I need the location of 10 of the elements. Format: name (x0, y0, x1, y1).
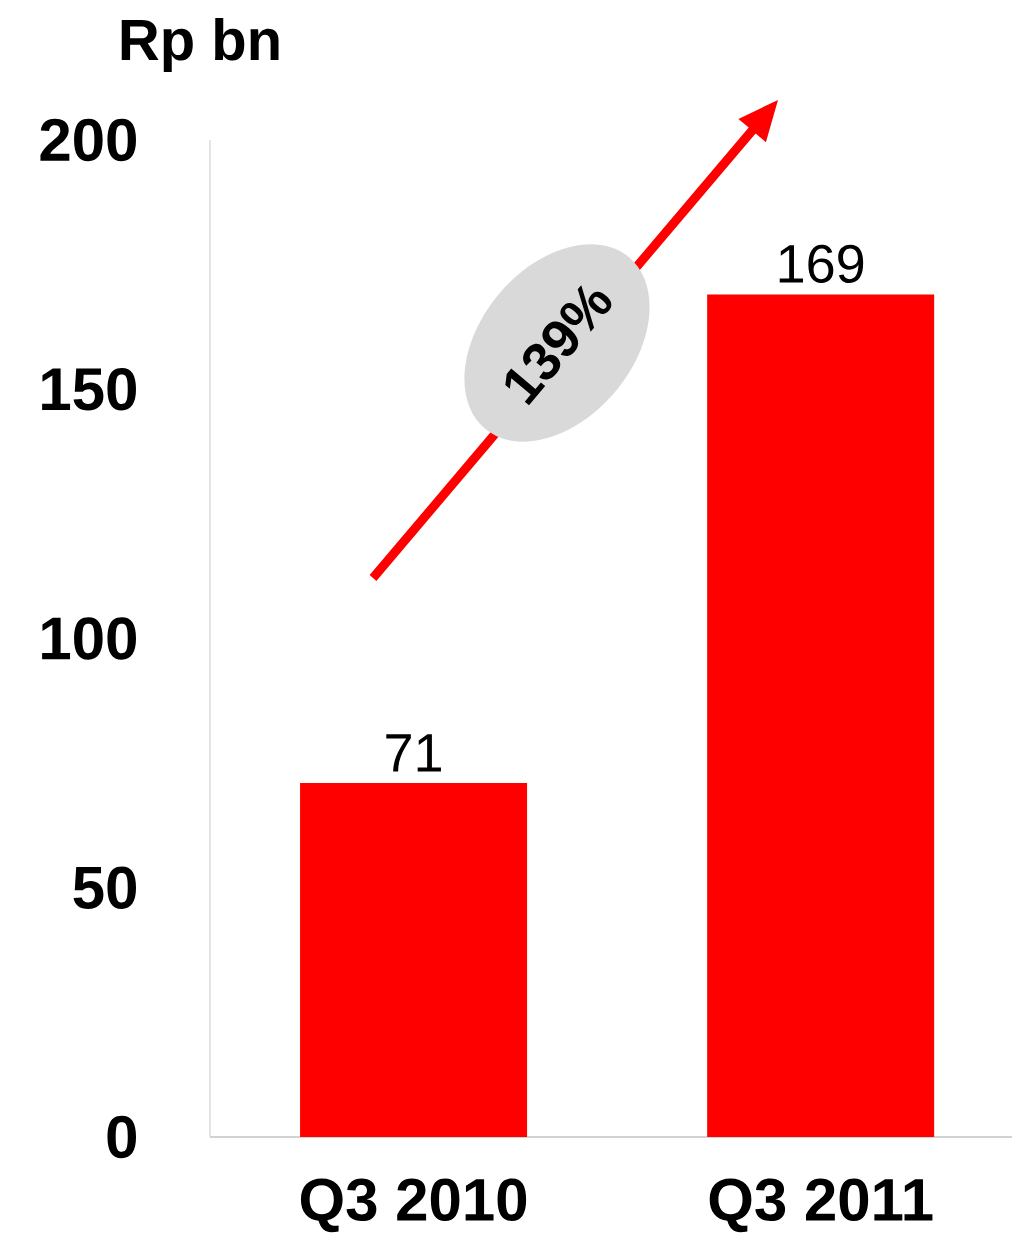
x-tick-label: Q3 2011 (709, 1178, 933, 1233)
y-tick-label: 150 (42, 368, 136, 411)
y-tick-label: 0 (107, 1115, 137, 1159)
y-axis-title: Rp bn (121, 17, 279, 73)
y-tick-label: 50 (73, 866, 136, 909)
x-tick-label: Q3 2010 (300, 1178, 527, 1233)
y-tick-label: 100 (42, 617, 136, 660)
data-label: 71 (386, 734, 441, 772)
data-label: 169 (779, 244, 864, 283)
y-tick-label: 200 (40, 118, 136, 162)
